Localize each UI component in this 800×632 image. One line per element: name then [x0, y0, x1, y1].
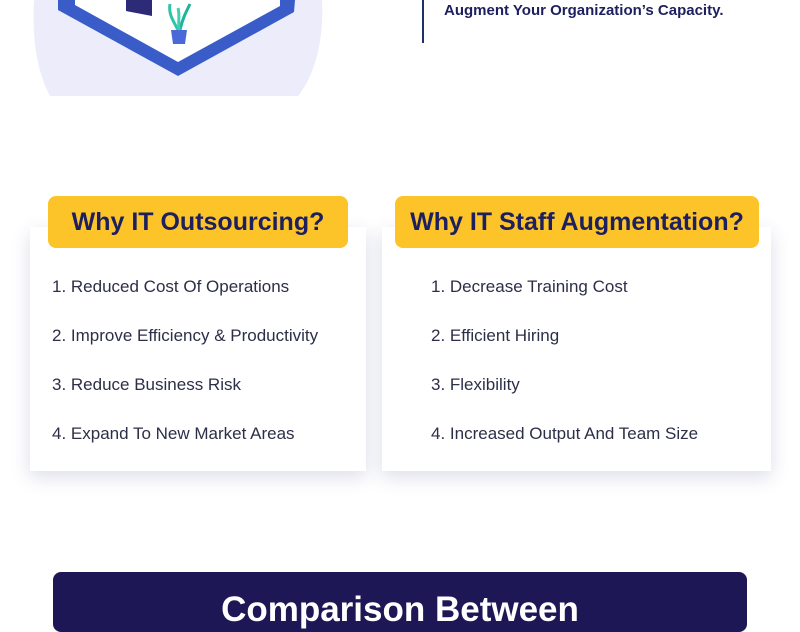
comparison-title: Comparison Between [221, 590, 579, 629]
list-item: 2. Improve Efficiency & Productivity [52, 326, 319, 345]
comparison-banner: Comparison Between [53, 572, 747, 632]
outsourcing-card: 1. Reduced Cost Of Operations 2. Improve… [30, 227, 366, 471]
header-note-text: Augment Your Organization’s Capacity. [444, 2, 724, 19]
augmentation-card: 1. Decrease Training Cost 2. Efficient H… [382, 227, 771, 471]
list-item: 1. Decrease Training Cost [431, 277, 628, 296]
header-note: Augment Your Organization’s Capacity. [422, 0, 784, 43]
outsourcing-title: Why IT Outsourcing? [48, 196, 348, 248]
list-item: 2. Efficient Hiring [431, 326, 560, 345]
list-item: 4. Expand To New Market Areas [52, 424, 295, 443]
office-desk-illustration [30, 0, 330, 96]
potted-plant-icon [168, 3, 192, 44]
list-item: 4. Increased Output And Team Size [431, 424, 699, 443]
list-item: 1. Reduced Cost Of Operations [52, 277, 290, 296]
list-item: 3. Reduce Business Risk [52, 375, 241, 394]
augmentation-title: Why IT Staff Augmentation? [395, 196, 759, 248]
list-item: 3. Flexibility [431, 375, 520, 394]
